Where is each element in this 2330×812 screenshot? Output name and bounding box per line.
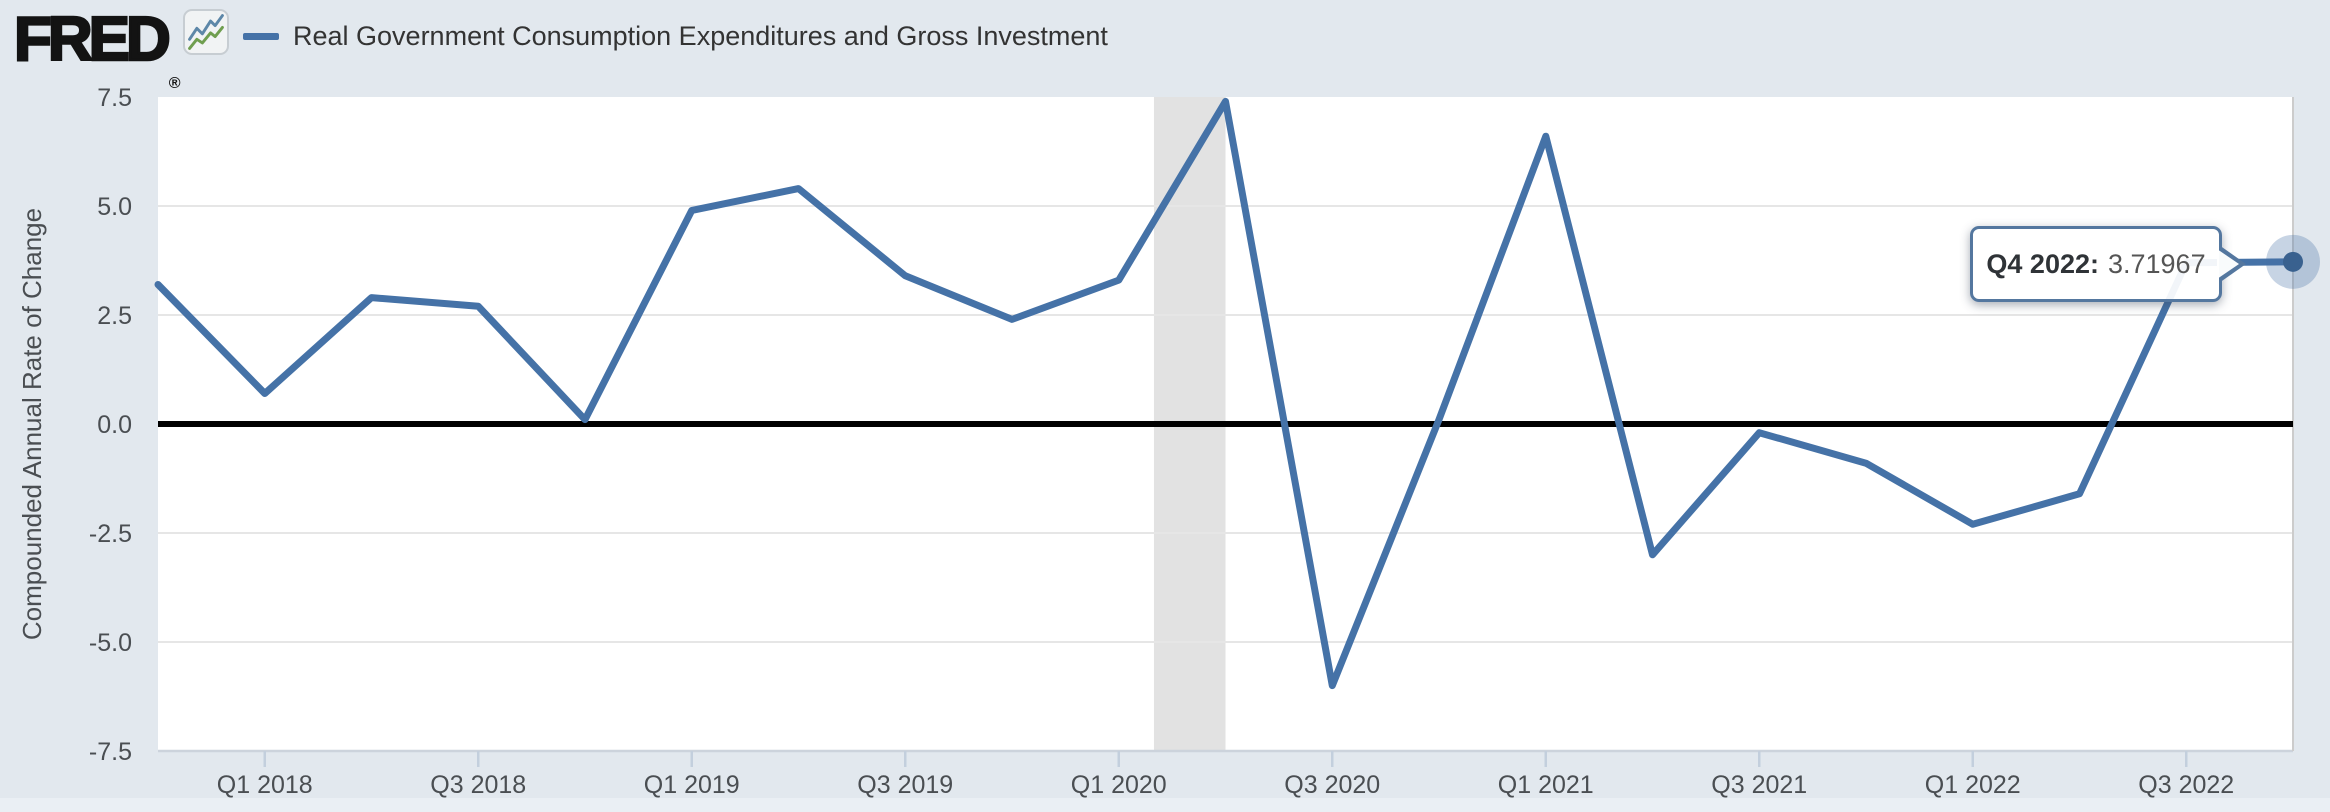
fred-sparkline-icon: [183, 9, 229, 55]
y-tick-label: -5.0: [89, 629, 132, 657]
graph-header: FRED® Real Government Consumption Expend…: [0, 0, 2330, 92]
x-tick-label: Q1 2018: [217, 771, 313, 799]
current-point-dot[interactable]: [2283, 251, 2303, 272]
tooltip: Q4 2022: 3.71967: [1970, 226, 2246, 302]
x-tick-label: Q3 2018: [430, 771, 526, 799]
tooltip-value: 3.71967: [2107, 248, 2206, 279]
x-tick-label: Q3 2021: [1711, 771, 1807, 799]
tooltip-arrow-fill: [2217, 249, 2239, 279]
series-title: Real Government Consumption Expenditures…: [293, 21, 1108, 51]
x-tick-label: Q1 2022: [1925, 771, 2021, 799]
x-tick-label: Q3 2022: [2138, 771, 2234, 799]
fred-logo[interactable]: FRED®: [13, 4, 181, 93]
tooltip-period-label: Q4 2022:: [1986, 248, 2099, 279]
series-legend-dash: [243, 33, 279, 40]
y-tick-label: 5.0: [97, 193, 132, 221]
page-bottom-strip: [0, 798, 2330, 812]
series-line[interactable]: [154, 97, 2297, 690]
y-tick-label: 7.5: [97, 84, 132, 112]
x-tick-label: Q1 2019: [644, 771, 740, 799]
x-tick-label: Q1 2020: [1071, 771, 1167, 799]
y-tick-label: -7.5: [89, 738, 132, 766]
fred-logo-text: FRED: [13, 4, 172, 76]
y-tick-label: 0.0: [97, 411, 132, 439]
y-tick-label: 2.5: [97, 302, 132, 330]
x-tick-label: Q3 2020: [1284, 771, 1380, 799]
y-tick-label: -2.5: [89, 520, 132, 548]
registered-trademark: ®: [168, 75, 181, 92]
x-tick-label: Q1 2021: [1498, 771, 1594, 799]
x-tick-label: Q3 2019: [857, 771, 953, 799]
